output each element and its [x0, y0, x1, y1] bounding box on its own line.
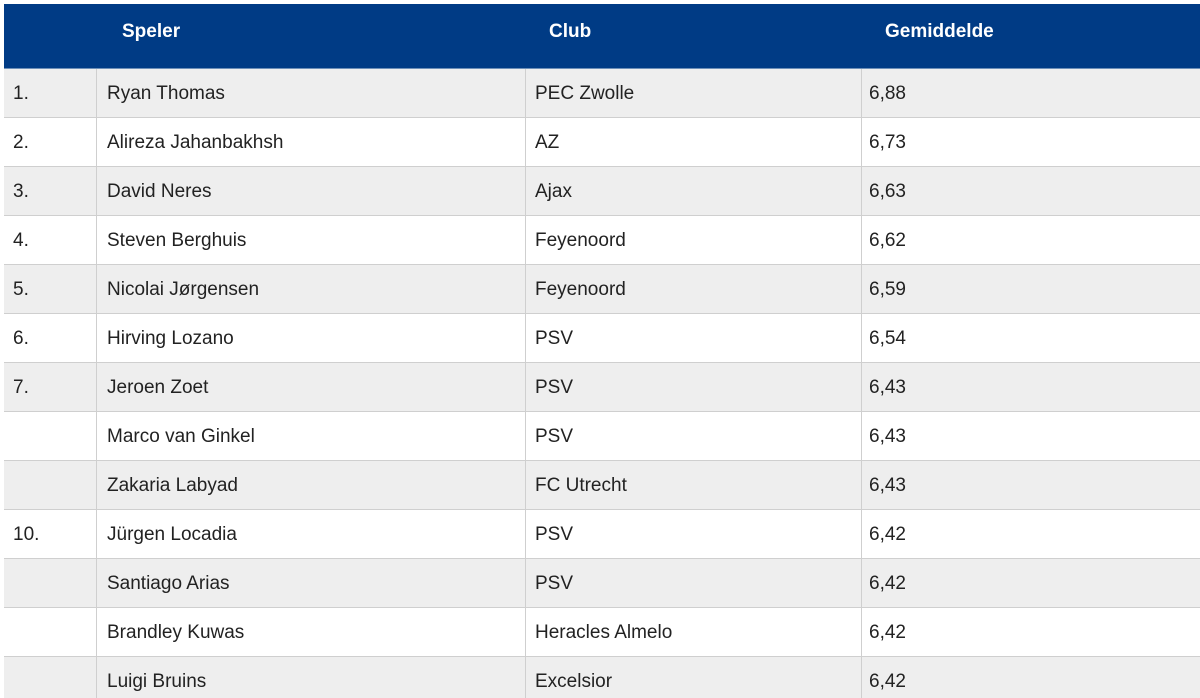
- column-header-club[interactable]: Club: [549, 21, 592, 42]
- player-cell: Steven Berghuis: [96, 216, 525, 264]
- player-cell: David Neres: [96, 167, 525, 215]
- average-cell: 6,43: [861, 363, 1200, 411]
- rank-cell: [4, 608, 96, 656]
- rank-cell: [4, 559, 96, 607]
- club-cell: FC Utrecht: [525, 461, 861, 509]
- club-cell: PSV: [525, 412, 861, 460]
- table-row: Zakaria Labyad FC Utrecht 6,43: [4, 461, 1200, 510]
- club-cell: Heracles Almelo: [525, 608, 861, 656]
- player-cell: Nicolai Jørgensen: [96, 265, 525, 313]
- table-row: 4. Steven Berghuis Feyenoord 6,62: [4, 216, 1200, 265]
- rank-cell: 2.: [13, 132, 29, 153]
- rank-cell: 10.: [13, 524, 40, 545]
- rank-cell: 6.: [13, 328, 29, 349]
- table-row: 10. Jürgen Locadia PSV 6,42: [4, 510, 1200, 559]
- player-cell: Ryan Thomas: [96, 69, 525, 117]
- table-row: Santiago Arias PSV 6,42: [4, 559, 1200, 608]
- average-cell: 6,59: [861, 265, 1200, 313]
- average-cell: 6,63: [861, 167, 1200, 215]
- club-cell: Feyenoord: [525, 265, 861, 313]
- table-row: 1. Ryan Thomas PEC Zwolle 6,88: [4, 69, 1200, 118]
- player-cell: Hirving Lozano: [96, 314, 525, 362]
- table-row: 6. Hirving Lozano PSV 6,54: [4, 314, 1200, 363]
- table-row: 2. Alireza Jahanbakhsh AZ 6,73: [4, 118, 1200, 167]
- club-cell: Excelsior: [525, 657, 861, 698]
- rank-cell: 7.: [13, 377, 29, 398]
- average-cell: 6,73: [861, 118, 1200, 166]
- player-cell: Jeroen Zoet: [96, 363, 525, 411]
- average-cell: 6,42: [861, 559, 1200, 607]
- average-cell: 6,42: [861, 657, 1200, 698]
- table-row: Marco van Ginkel PSV 6,43: [4, 412, 1200, 461]
- club-cell: PSV: [525, 559, 861, 607]
- average-cell: 6,62: [861, 216, 1200, 264]
- ratings-table: Speler Club Gemiddelde 1. Ryan Thomas PE…: [4, 4, 1200, 698]
- table-row: Brandley Kuwas Heracles Almelo 6,42: [4, 608, 1200, 657]
- column-header-player[interactable]: Speler: [122, 21, 181, 42]
- rank-cell: 3.: [13, 181, 29, 202]
- table-row: 5. Nicolai Jørgensen Feyenoord 6,59: [4, 265, 1200, 314]
- player-cell: Luigi Bruins: [96, 657, 525, 698]
- rank-cell: [4, 412, 96, 460]
- rank-cell: 5.: [13, 279, 29, 300]
- club-cell: PSV: [525, 363, 861, 411]
- table-row: Luigi Bruins Excelsior 6,42: [4, 657, 1200, 698]
- table-row: 7. Jeroen Zoet PSV 6,43: [4, 363, 1200, 412]
- table-body: 1. Ryan Thomas PEC Zwolle 6,88 2. Alirez…: [4, 69, 1200, 698]
- club-cell: PSV: [525, 510, 861, 558]
- table-row: 3. David Neres Ajax 6,63: [4, 167, 1200, 216]
- player-cell: Brandley Kuwas: [96, 608, 525, 656]
- rank-cell: 4.: [13, 230, 29, 251]
- club-cell: AZ: [525, 118, 861, 166]
- average-cell: 6,42: [861, 608, 1200, 656]
- rank-cell: 1.: [13, 83, 29, 104]
- average-cell: 6,42: [861, 510, 1200, 558]
- player-cell: Jürgen Locadia: [96, 510, 525, 558]
- average-cell: 6,54: [861, 314, 1200, 362]
- table-header: Speler Club Gemiddelde: [4, 4, 1200, 69]
- club-cell: PSV: [525, 314, 861, 362]
- player-cell: Santiago Arias: [96, 559, 525, 607]
- average-cell: 6,43: [861, 461, 1200, 509]
- rank-cell: [4, 461, 96, 509]
- column-header-average[interactable]: Gemiddelde: [885, 21, 994, 42]
- player-cell: Marco van Ginkel: [96, 412, 525, 460]
- club-cell: Feyenoord: [525, 216, 861, 264]
- club-cell: PEC Zwolle: [525, 69, 861, 117]
- average-cell: 6,88: [861, 69, 1200, 117]
- player-cell: Zakaria Labyad: [96, 461, 525, 509]
- average-cell: 6,43: [861, 412, 1200, 460]
- club-cell: Ajax: [525, 167, 861, 215]
- player-cell: Alireza Jahanbakhsh: [96, 118, 525, 166]
- rank-cell: [4, 657, 96, 698]
